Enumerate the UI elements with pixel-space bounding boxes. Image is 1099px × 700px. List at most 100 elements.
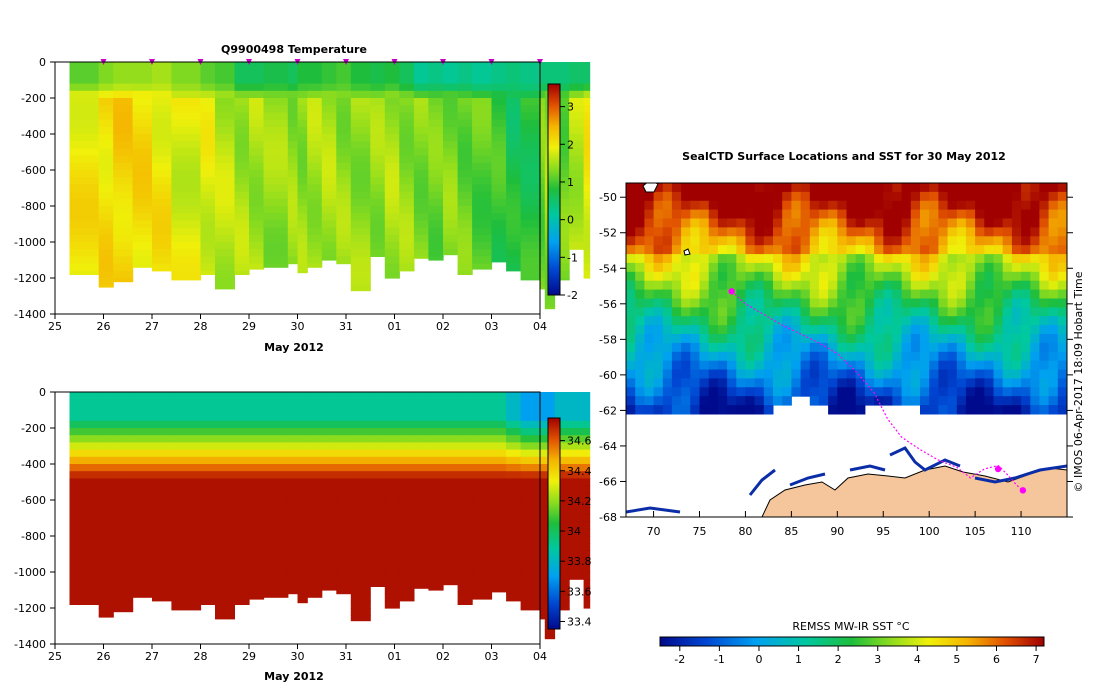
sst-cell [846, 369, 857, 379]
sst-cell [708, 360, 719, 371]
sst-cell [717, 200, 728, 211]
profile-cell [171, 83, 202, 92]
sst-cell [892, 254, 903, 264]
profile-cell [472, 564, 493, 573]
profile-cell [336, 62, 352, 70]
profile-cell [491, 242, 507, 250]
profile-cell [321, 528, 337, 537]
profile-cell [132, 514, 153, 523]
profile-cell [520, 256, 541, 265]
profile-cell [413, 256, 429, 259]
profile-cell [428, 198, 444, 207]
profile-cell [472, 586, 493, 595]
profile-cell [234, 478, 250, 487]
y-tick-label: -600 [21, 164, 46, 177]
profile-cell [171, 557, 202, 566]
sst-cell [929, 387, 939, 397]
profile-cell [472, 572, 493, 580]
profile-cell [540, 392, 546, 400]
profile-cell [413, 83, 429, 92]
sst-cell [883, 236, 893, 246]
sst-cell [938, 378, 949, 388]
profile-cell [520, 557, 541, 566]
profile-cell [132, 478, 153, 487]
profile-cell [569, 392, 585, 400]
sst-cell [938, 396, 949, 406]
sst-cell [626, 387, 636, 397]
profile-cell [297, 112, 308, 121]
sst-cell [993, 307, 1004, 317]
profile-cell [384, 184, 400, 193]
sst-cell [690, 280, 700, 291]
profile-cell [413, 507, 429, 515]
profile-cell [113, 69, 134, 77]
profile-cell [234, 220, 250, 229]
profile-cell [569, 227, 585, 236]
sst-cell [717, 245, 728, 255]
profile-cell [171, 593, 202, 602]
sst-cell [1002, 342, 1013, 353]
profile-cell [152, 471, 172, 479]
profile-cell [506, 442, 522, 451]
profile-cell [98, 536, 114, 544]
profile-cell [297, 406, 308, 415]
sst-cell [846, 236, 857, 246]
profile-cell [520, 492, 541, 501]
profile-cell [370, 413, 386, 422]
profile-cell [443, 134, 459, 142]
profile-cell [249, 105, 265, 113]
profile-cell [428, 191, 444, 200]
profile-cell [506, 449, 522, 458]
sst-cell [800, 209, 811, 219]
sst-cell [828, 280, 838, 291]
sst-cell [864, 254, 875, 264]
profile-cell [520, 600, 541, 609]
profile-cell [443, 184, 459, 193]
profile-cell [583, 155, 591, 164]
sst-cell [910, 191, 921, 202]
sst-cell [984, 369, 994, 379]
profile-cell [520, 105, 541, 113]
sst-cell [699, 289, 710, 299]
profile-cell [540, 564, 546, 573]
profile-cell [583, 478, 591, 487]
profile-cell [249, 550, 265, 559]
profile-cell [384, 492, 400, 501]
profile-cell [443, 428, 459, 436]
sst-cell [818, 369, 829, 379]
sst-cell [883, 369, 893, 379]
profile-cell [457, 249, 473, 257]
sst-cell [947, 183, 958, 193]
sst-cell [754, 405, 765, 415]
profile-cell [200, 191, 216, 200]
sst-cell [800, 183, 811, 193]
profile-cell [69, 112, 100, 121]
sst-cell [920, 236, 930, 246]
profile-cell [413, 191, 429, 200]
sst-cell [846, 396, 857, 406]
profile-cell [297, 500, 308, 508]
sst-cell [644, 254, 655, 264]
sst-cell [1057, 289, 1067, 299]
profile-cell [321, 90, 337, 99]
profile-cell [200, 550, 216, 559]
sst-cell [754, 236, 765, 246]
profile-cell [370, 141, 386, 149]
sst-cell [681, 334, 691, 344]
profile-cell [171, 191, 202, 200]
sst-cell [920, 271, 930, 282]
profile-cell [457, 428, 473, 436]
salinity-section-plot: 0-200-400-600-800-1000-1200-1400 25 26 27 2… [14, 386, 591, 683]
profile-cell [297, 256, 308, 265]
profile-cell [200, 234, 216, 243]
profile-cell [113, 162, 134, 171]
profile-cell [152, 227, 172, 236]
profile-cell [234, 471, 250, 479]
profile-cell [472, 543, 493, 551]
profile-cell [540, 449, 546, 458]
profile-cell [554, 162, 570, 171]
sst-cell [1039, 387, 1050, 397]
sst-cell [1057, 200, 1067, 211]
profile-cell [171, 256, 202, 265]
y-tick-label: -1400 [14, 308, 46, 321]
